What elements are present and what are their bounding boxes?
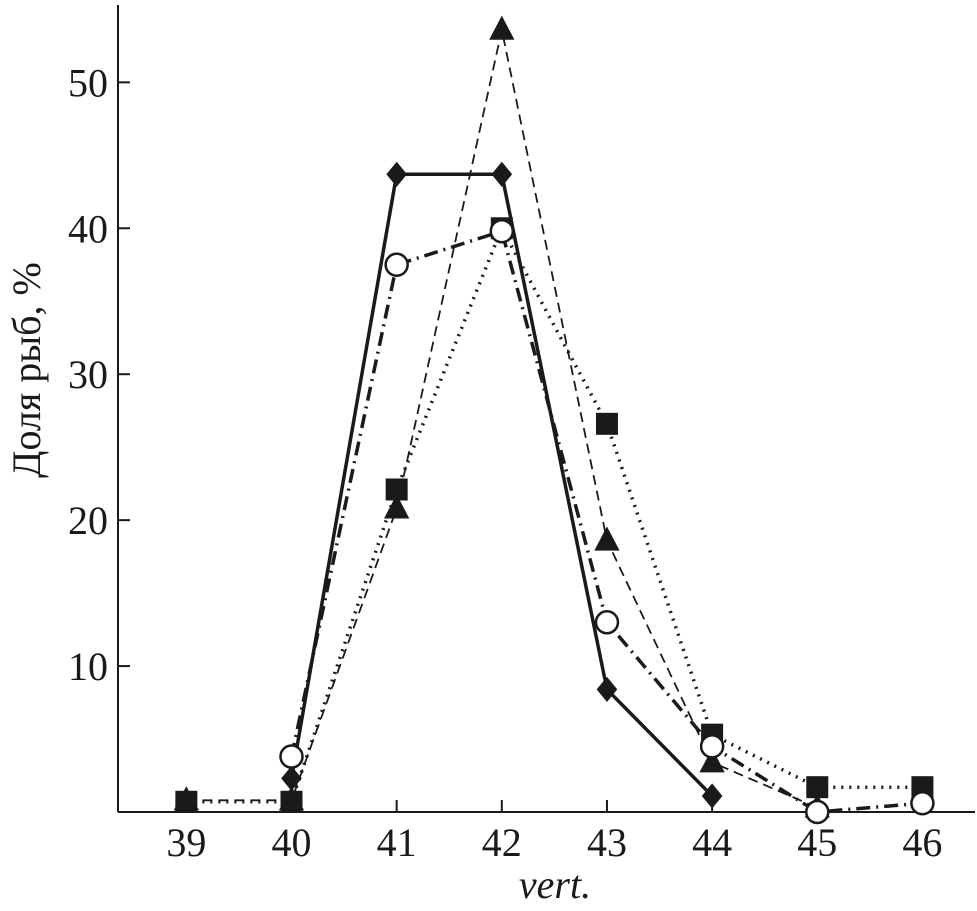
marker (279, 744, 304, 769)
marker (489, 218, 515, 244)
x-tick-label: 40 (272, 820, 312, 865)
x-tick-label: 41 (377, 820, 417, 865)
x-axis-label: vert. (519, 862, 591, 907)
marker (491, 161, 513, 187)
marker (175, 790, 198, 813)
marker (384, 252, 409, 278)
y-tick-label: 20 (68, 498, 108, 543)
series-line (186, 29, 818, 809)
marker (595, 412, 618, 435)
marker (594, 526, 620, 551)
marker (805, 799, 830, 825)
x-tick-label: 45 (797, 820, 837, 865)
y-tick-label: 50 (68, 60, 108, 105)
x-tick-label: 39 (166, 820, 206, 865)
x-tick-label: 46 (902, 820, 942, 865)
y-axis-label: Доля рыб, % (4, 262, 49, 478)
marker (594, 610, 620, 635)
marker (701, 783, 723, 809)
series-line (186, 224, 923, 804)
y-tick-label: 30 (68, 352, 108, 397)
x-tick-label: 44 (692, 820, 732, 865)
y-tick-label: 40 (68, 206, 108, 251)
marker (386, 161, 407, 187)
marker (910, 790, 935, 816)
x-tick-label: 43 (587, 820, 627, 865)
marker (806, 776, 829, 799)
x-tick-label: 42 (482, 820, 522, 865)
marker (280, 790, 303, 813)
marker (489, 15, 515, 40)
marker (699, 734, 725, 759)
y-tick-label: 10 (68, 644, 108, 689)
marker (385, 478, 408, 501)
series-line (289, 172, 714, 798)
marker (596, 676, 618, 702)
marker (699, 748, 725, 773)
